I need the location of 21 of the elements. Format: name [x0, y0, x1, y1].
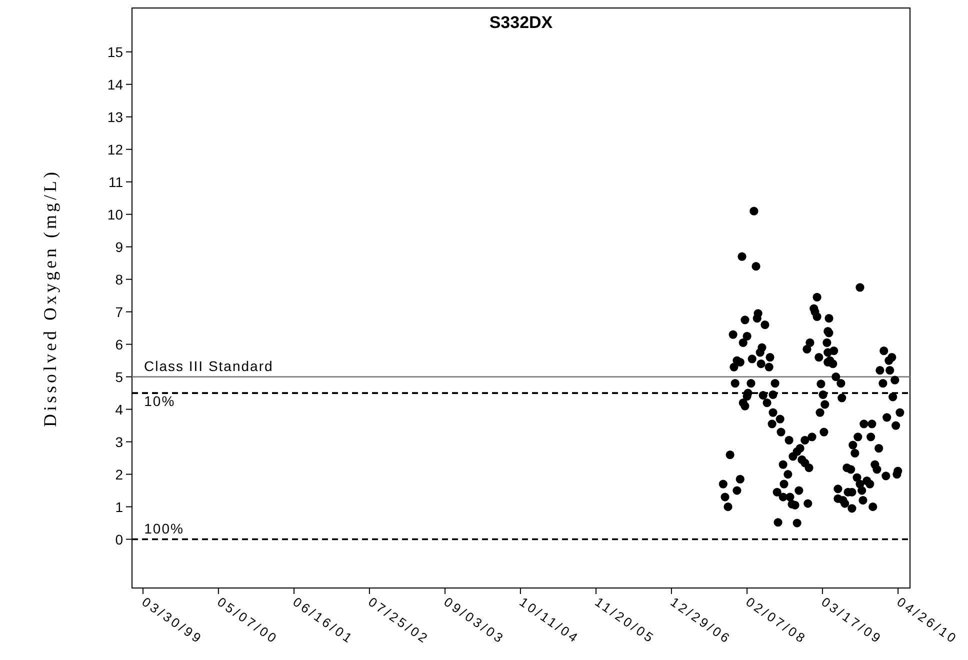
y-tick-label: 11	[108, 174, 124, 190]
y-tick-label: 2	[115, 466, 124, 482]
annotation: 100%	[144, 520, 184, 536]
y-tick-label: 7	[115, 304, 124, 320]
y-tick-label: 13	[107, 108, 124, 125]
y-tick-label: 15	[107, 44, 124, 60]
y-axis-title: Dissolved Oxygen (mg/L)	[40, 169, 60, 427]
y-tick-label: 3	[115, 434, 124, 450]
y-tick-label: 9	[115, 238, 124, 255]
y-tick-label: 14	[107, 76, 124, 92]
y-tick-label: 1	[115, 498, 124, 515]
y-tick-label: 6	[115, 336, 124, 352]
y-tick-label: 0	[115, 531, 124, 548]
y-tick-label: 12	[107, 141, 124, 158]
ref-line-label: Class III Standard	[144, 358, 274, 374]
annotation: 10%	[144, 393, 176, 410]
y-tick-label: 8	[115, 271, 124, 288]
y-tick-label: 10	[107, 206, 124, 222]
chart-title: S332DX	[489, 13, 554, 32]
y-tick-label: 5	[115, 368, 124, 385]
y-tick-label: 4	[115, 401, 124, 418]
